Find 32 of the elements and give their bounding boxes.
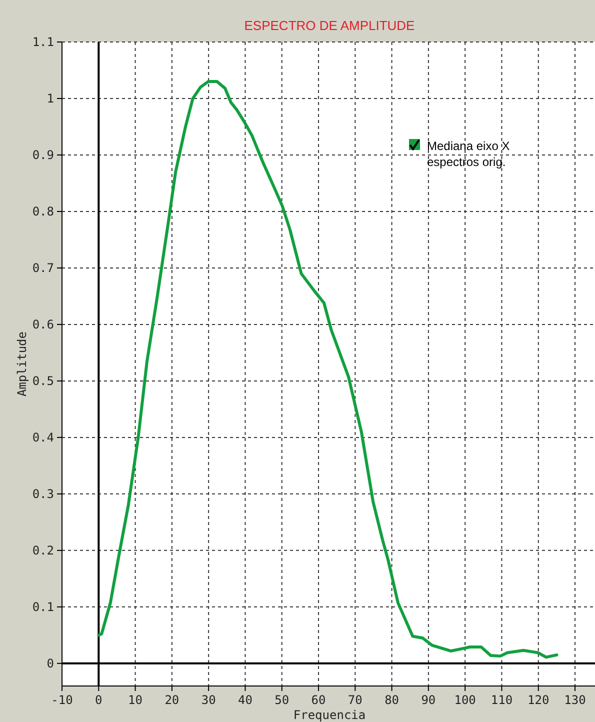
y-tick-label: 0.5 [32,374,54,388]
x-tick-label: 90 [421,693,436,707]
x-tick-label: 110 [490,693,513,707]
y-tick-label: 0.2 [32,543,54,558]
chart-title: ESPECTRO DE AMPLITUDE [244,18,416,33]
x-tick-label: -10 [51,693,73,707]
x-tick-label: 30 [201,693,216,707]
y-tick-label: 0.1 [32,600,54,614]
y-tick-label: 0.3 [32,486,54,501]
line-series [97,80,558,659]
x-tick-label: 20 [164,693,180,707]
x-axis-title: Frequencia [293,708,366,722]
y-tick-label: 0.7 [32,260,54,275]
x-tick-label: 100 [454,693,476,707]
y-tick-label: 0.6 [32,317,54,332]
legend-label: Mediana eixo X espectros orig. [427,139,510,169]
y-tick-label: 0.8 [32,204,54,218]
y-tick-label: 0 [46,656,54,670]
y-tick-label: 0.9 [32,148,54,162]
x-tick-label: 40 [238,693,252,707]
y-tick-label: 0.4 [32,430,54,444]
x-tick-label: 70 [348,693,362,707]
x-tick-label: 60 [311,693,326,707]
y-tick-label: 1 [46,91,54,106]
x-tick-label: 50 [274,693,290,707]
y-axis-title: Amplitude [15,331,29,397]
x-tick-label: 120 [528,693,550,707]
x-tick-label: 80 [384,693,400,707]
x-tick-label: 10 [128,693,143,707]
x-tick-label: 130 [564,693,586,707]
x-tick-label: 0 [95,693,102,707]
y-tick-label: 1.1 [32,35,54,49]
